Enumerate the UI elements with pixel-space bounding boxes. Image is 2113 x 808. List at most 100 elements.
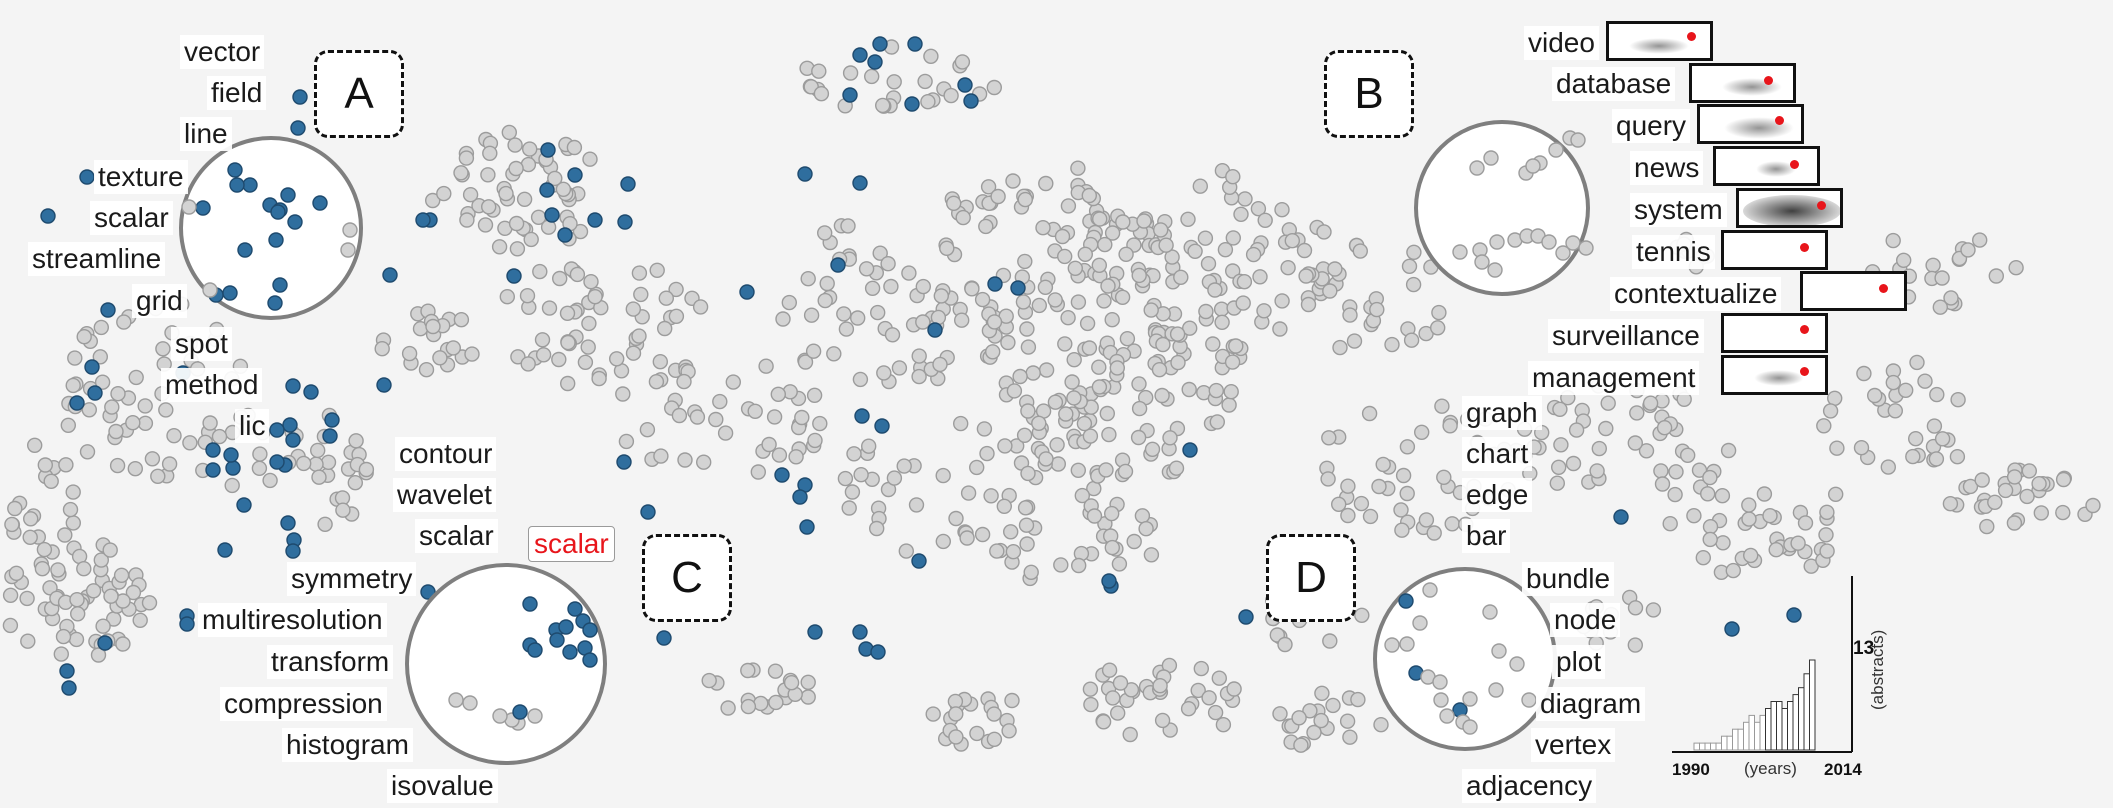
data-point bbox=[1217, 241, 1234, 258]
lens-d-word[interactable]: node bbox=[1550, 603, 1621, 637]
sparkline-contextualize bbox=[1800, 271, 1907, 311]
highlighted-point bbox=[512, 704, 528, 720]
data-point bbox=[137, 415, 154, 431]
data-point bbox=[817, 225, 833, 241]
highlighted-point bbox=[269, 422, 285, 438]
data-point bbox=[838, 321, 855, 337]
data-point bbox=[110, 386, 126, 402]
lens-c-word[interactable]: contour bbox=[395, 437, 497, 471]
region-tag-c[interactable]: C bbox=[642, 534, 732, 622]
lens-d-word[interactable]: bar bbox=[1462, 519, 1511, 553]
lens-a-word[interactable]: texture bbox=[94, 160, 188, 194]
data-point bbox=[758, 358, 774, 374]
highlighted-point bbox=[225, 460, 241, 476]
sparkline-video bbox=[1606, 21, 1713, 61]
highlighted-point bbox=[267, 295, 283, 311]
data-point bbox=[69, 606, 86, 622]
lens-a[interactable] bbox=[179, 136, 363, 320]
lens-a-word[interactable]: scalar bbox=[90, 201, 173, 235]
data-point bbox=[523, 231, 539, 248]
data-point bbox=[1433, 692, 1449, 708]
data-point bbox=[144, 451, 161, 467]
lens-d-word[interactable]: adjacency bbox=[1462, 769, 1597, 803]
lens-b-word[interactable]: tennis bbox=[1632, 235, 1715, 269]
highlighted-point bbox=[567, 601, 583, 617]
lens-b-word[interactable]: database bbox=[1552, 67, 1676, 101]
data-point bbox=[181, 199, 197, 215]
highlighted-point bbox=[312, 195, 328, 211]
data-point bbox=[783, 675, 800, 691]
highlighted-point bbox=[205, 442, 221, 458]
lens-b-word[interactable]: surveillance bbox=[1548, 319, 1704, 353]
highlighted-point bbox=[236, 497, 252, 513]
lens-a-word[interactable]: spot bbox=[171, 327, 232, 361]
data-point bbox=[527, 708, 543, 724]
lens-a-word[interactable]: grid bbox=[132, 284, 187, 318]
lens-a-word[interactable]: method bbox=[161, 368, 263, 402]
sparkline-surveillance bbox=[1721, 313, 1828, 353]
lens-d-word[interactable]: edge bbox=[1462, 478, 1533, 512]
lens-c-word[interactable]: wavelet bbox=[393, 478, 496, 512]
highlighted-point bbox=[195, 200, 211, 216]
data-point bbox=[1720, 442, 1737, 459]
data-point bbox=[445, 340, 461, 356]
lens-a-word[interactable]: line bbox=[180, 117, 232, 151]
lens-c-word[interactable]: histogram bbox=[282, 728, 413, 762]
data-point bbox=[90, 647, 107, 663]
data-point bbox=[1442, 418, 1458, 434]
lens-d-word[interactable]: diagram bbox=[1536, 687, 1646, 721]
lens-d-word[interactable]: plot bbox=[1552, 645, 1606, 679]
lens-a-word[interactable]: streamline bbox=[28, 242, 166, 276]
lens-b-word[interactable]: contextualize bbox=[1610, 277, 1782, 311]
data-point bbox=[631, 265, 648, 281]
highlighted-point bbox=[280, 187, 296, 203]
region-tag-a[interactable]: A bbox=[314, 50, 404, 138]
data-point bbox=[37, 457, 53, 473]
data-point bbox=[1005, 173, 1021, 189]
data-point bbox=[1180, 211, 1196, 228]
lens-d-word[interactable]: graph bbox=[1462, 396, 1542, 430]
data-point bbox=[1031, 415, 1047, 431]
highlighted-point bbox=[270, 204, 286, 220]
region-tag-b[interactable]: B bbox=[1324, 50, 1414, 138]
highlighted-point bbox=[957, 77, 973, 93]
data-point bbox=[158, 402, 174, 418]
lens-d-word[interactable]: bundle bbox=[1522, 562, 1615, 596]
lens-a-word[interactable]: lic bbox=[235, 409, 270, 443]
lens-c-word[interactable]: compression bbox=[220, 687, 387, 721]
data-point bbox=[948, 729, 964, 745]
data-point bbox=[1236, 274, 1253, 290]
lens-b-word[interactable]: system bbox=[1630, 193, 1727, 227]
data-point bbox=[23, 511, 39, 527]
lens-b-word[interactable]: management bbox=[1528, 361, 1700, 395]
data-point bbox=[1444, 516, 1460, 532]
data-point bbox=[1819, 504, 1835, 520]
lens-c-word[interactable]: multiresolution bbox=[198, 603, 387, 637]
data-point bbox=[1035, 219, 1051, 236]
lens-c[interactable] bbox=[405, 563, 607, 765]
lens-b-word[interactable]: query bbox=[1612, 109, 1691, 143]
data-point bbox=[969, 725, 985, 742]
lens-b-word[interactable]: news bbox=[1630, 151, 1704, 185]
data-point bbox=[1725, 562, 1742, 579]
highlighted-point bbox=[223, 447, 239, 463]
lens-c-word[interactable]: symmetry bbox=[287, 562, 417, 596]
data-point bbox=[1403, 332, 1420, 348]
region-tag-d[interactable]: D bbox=[1266, 534, 1356, 622]
data-point bbox=[418, 362, 435, 378]
lens-a-word[interactable]: vector bbox=[180, 35, 265, 69]
lens-c-word[interactable]: transform bbox=[267, 645, 394, 679]
data-point bbox=[116, 314, 132, 330]
data-point bbox=[68, 631, 85, 648]
lens-c-word[interactable]: scalar bbox=[415, 519, 498, 553]
data-point bbox=[805, 343, 822, 359]
highlighted-keyword[interactable]: scalar bbox=[528, 526, 615, 562]
data-point bbox=[842, 65, 859, 81]
data-point bbox=[986, 314, 1003, 330]
lens-a-word[interactable]: field bbox=[207, 76, 267, 110]
lens-b-word[interactable]: video bbox=[1524, 26, 1599, 60]
lens-c-word[interactable]: isovalue bbox=[387, 769, 498, 803]
lens-d-word[interactable]: chart bbox=[1462, 437, 1533, 471]
lens-d-word[interactable]: vertex bbox=[1531, 728, 1616, 762]
data-point bbox=[581, 315, 597, 332]
